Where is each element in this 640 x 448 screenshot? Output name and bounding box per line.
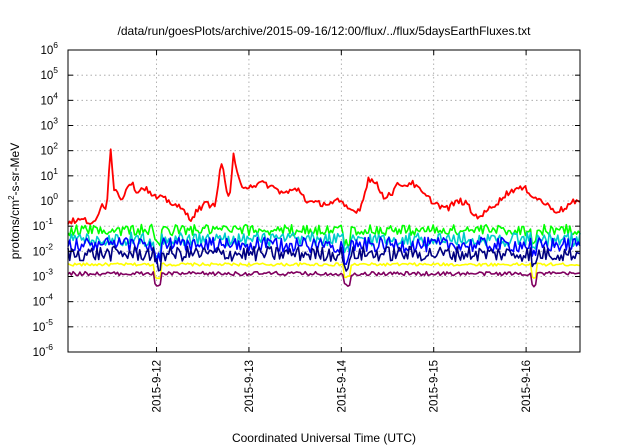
y-tick-label: 10-2 — [33, 241, 54, 258]
y-tick-label: 10-1 — [33, 216, 54, 233]
series-line — [67, 223, 581, 248]
y-axis: 10-6 10-5 10-4 10-3 10-2 10-1 100 101 102 103 104 1… — [33, 40, 580, 359]
x-axis: 2015-9-12 2015-9-13 2015-9-14 2015-9-15 2015… — [152, 50, 533, 412]
x-tick-label: 2015-9-13 — [244, 360, 256, 412]
y-tick-label: 10-3 — [33, 267, 54, 284]
y-tick-label: 101 — [40, 166, 58, 183]
y-axis-label-rest: -s-sr-MeV — [8, 143, 22, 196]
y-axis-label-sup: 2 — [7, 195, 16, 200]
y-tick-label: 10-4 — [33, 292, 54, 309]
x-tick-label: 2015-9-15 — [429, 360, 441, 412]
y-tick-label: 100 — [40, 191, 58, 208]
y-axis-label-main: protons/cm — [8, 200, 22, 259]
x-tick-label: 2015-9-16 — [521, 360, 533, 412]
y-tick-label: 10-6 — [33, 342, 54, 359]
x-tick-label: 2015-9-12 — [152, 360, 164, 412]
y-tick-label: 10-5 — [33, 317, 54, 334]
y-axis-label: protons/cm2-s-sr-MeV — [7, 143, 22, 259]
series-line — [67, 245, 581, 272]
y-tick-label: 103 — [40, 116, 58, 133]
series-line — [67, 148, 581, 225]
series-line — [67, 270, 581, 288]
grid — [68, 50, 580, 352]
series-group — [67, 148, 581, 288]
x-tick-label: 2015-9-14 — [336, 359, 348, 412]
y-tick-label: 104 — [40, 90, 58, 107]
chart-title: /data/run/goesPlots/archive/2015-09-16/1… — [118, 24, 532, 38]
y-tick-label: 105 — [40, 65, 58, 82]
y-tick-label: 106 — [40, 40, 58, 57]
x-axis-label: Coordinated Universal Time (UTC) — [232, 431, 416, 445]
series-line — [67, 231, 581, 258]
series-line — [67, 262, 581, 280]
y-tick-label: 102 — [40, 141, 58, 158]
